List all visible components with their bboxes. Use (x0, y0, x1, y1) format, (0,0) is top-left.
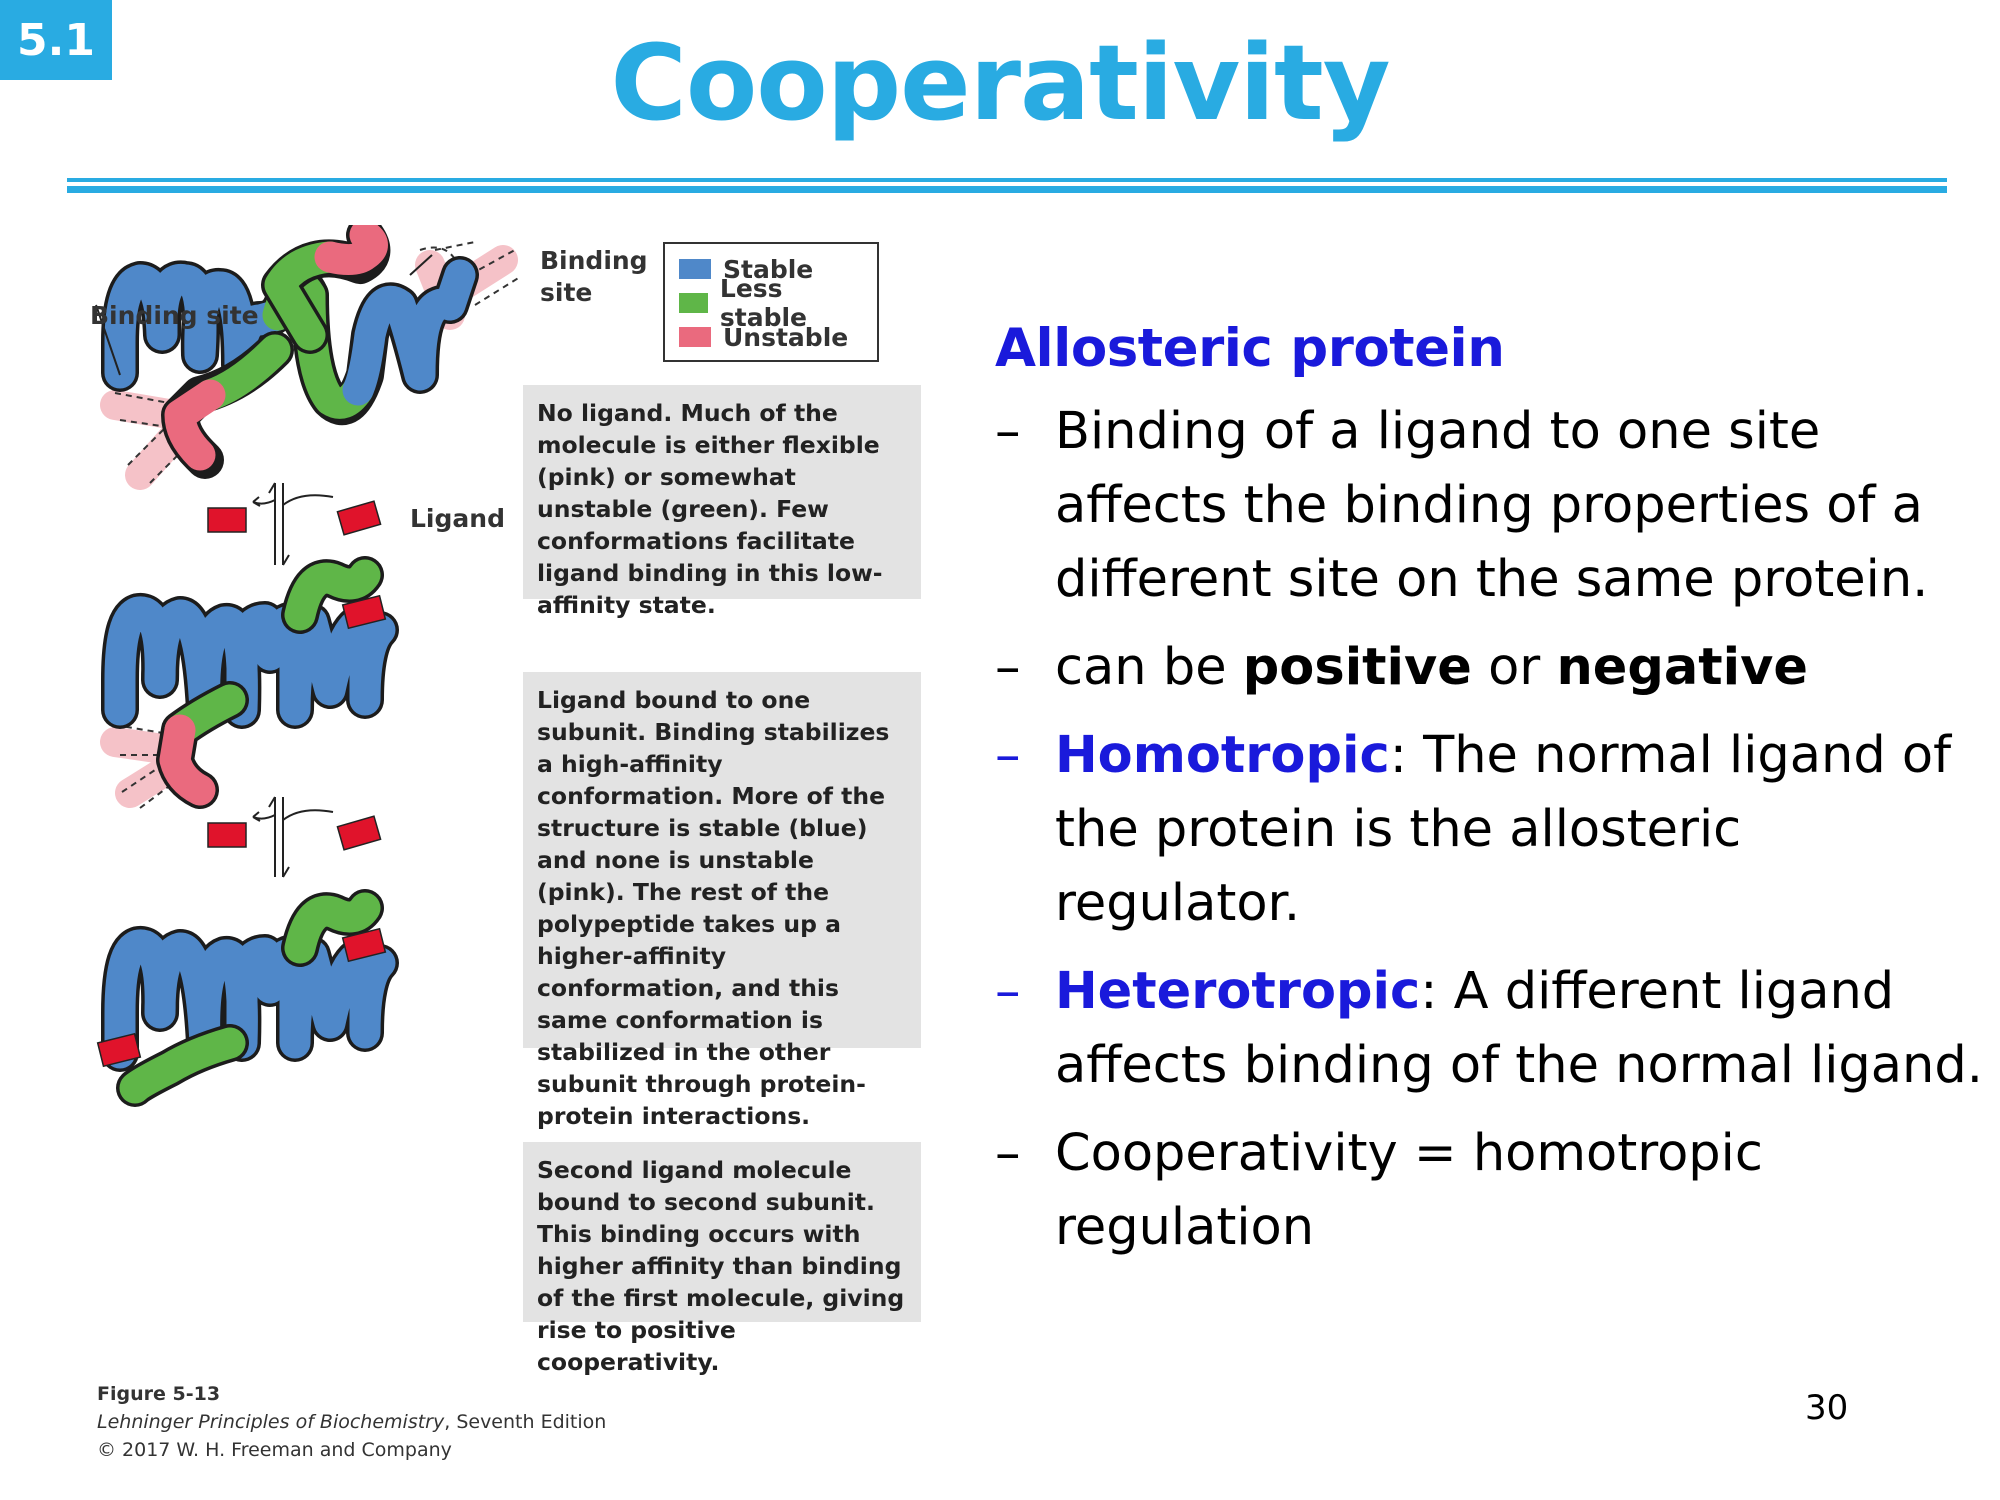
bullet-homotropic: – Homotropic: The normal ligand of the p… (995, 719, 1995, 941)
stability-legend: Stable Less stable Unstable (663, 242, 879, 362)
panel-no-ligand (95, 225, 521, 490)
legend-swatch-less-stable (679, 293, 708, 313)
cooperativity-figure: .o { fill:none; stroke:#1c1c1c; stroke-w… (80, 225, 960, 1376)
bullet-bold-positive: positive (1242, 638, 1472, 697)
bullet-text: Binding of a ligand to one site affects … (1055, 402, 1929, 609)
bullet-definition: – Binding of a ligand to one site affect… (995, 395, 1995, 617)
caption-no-ligand: No ligand. Much of the molecule is eithe… (523, 385, 921, 619)
title-rule-thick (67, 186, 1947, 193)
bullet-heterotropic: – Heterotropic: A different ligand affec… (995, 955, 1995, 1103)
panel-one-ligand (100, 556, 399, 809)
bullet-dash: – (995, 638, 1021, 697)
book-title: Lehninger Principles of Biochemistry (97, 1411, 445, 1433)
bullet-pre: can be (1055, 638, 1243, 697)
figure-source: Lehninger Principles of Biochemistry, Se… (97, 1408, 606, 1436)
legend-swatch-stable (679, 259, 711, 279)
ligand-label: Ligand (410, 504, 505, 533)
equilibrium-arrows-1 (207, 482, 382, 566)
bullet-desc: : A different ligand affects binding of … (1055, 962, 1983, 1095)
legend-label: Unstable (723, 322, 849, 352)
equilibrium-arrows-2 (207, 796, 382, 878)
bullet-dash: – (995, 1124, 1021, 1183)
legend-item-unstable: Unstable (679, 320, 863, 354)
bullet-mid: or (1471, 638, 1557, 697)
slide-number-badge: 5.1 (0, 0, 112, 80)
book-edition: , Seventh Edition (444, 1411, 607, 1433)
content-heading: Allosteric protein (995, 318, 1505, 379)
bullet-cooperativity: – Cooperativity = homotropic regulation (995, 1117, 1995, 1265)
bullet-bold-negative: negative (1556, 638, 1808, 697)
bullet-text: Cooperativity = homotropic regulation (1055, 1124, 1763, 1257)
term-homotropic: Homotropic (1055, 726, 1390, 785)
term-heterotropic: Heterotropic (1055, 962, 1421, 1021)
caption-two-ligands: Second ligand molecule bound to second s… (523, 1142, 921, 1376)
title-rule-thin (67, 178, 1947, 182)
bullet-dash: – (995, 962, 1021, 1021)
legend-item-stable: Stable (679, 252, 863, 286)
bullet-positive-negative: – can be positive or negative (995, 631, 1995, 705)
caption-one-ligand: Ligand bound to one subunit. Binding sta… (523, 672, 921, 1130)
protein-conformation-illustration: .o { fill:none; stroke:#1c1c1c; stroke-w… (95, 225, 521, 1107)
figure-number: Figure 5-13 (97, 1383, 221, 1405)
legend-label: Stable (723, 254, 814, 284)
bullet-dash: – (995, 726, 1021, 785)
page-number: 30 (1805, 1388, 1849, 1428)
bullet-text: Heterotropic: A different ligand affects… (1055, 955, 1995, 1103)
figure-credit: Figure 5-13 Lehninger Principles of Bioc… (97, 1380, 606, 1464)
legend-label: Less stable (719, 274, 808, 332)
slide-title: Cooperativity (610, 22, 1391, 144)
bullet-text: can be positive or negative (1055, 631, 1995, 705)
figure-copyright: © 2017 W. H. Freeman and Company (97, 1439, 452, 1461)
panel-two-ligands (96, 889, 399, 1107)
binding-site-label-left: Binding site (90, 301, 259, 330)
legend-item-less-stable: Less stable (679, 274, 863, 332)
bullet-text: Homotropic: The normal ligand of the pro… (1055, 719, 1995, 941)
legend-swatch-unstable (679, 327, 711, 347)
binding-site-label-top: Binding site (540, 246, 648, 307)
bullet-desc: : The normal ligand of the protein is th… (1055, 726, 1952, 933)
slide-content: Allosteric protein – Binding of a ligand… (995, 318, 1995, 1279)
bullet-dash: – (995, 402, 1021, 461)
